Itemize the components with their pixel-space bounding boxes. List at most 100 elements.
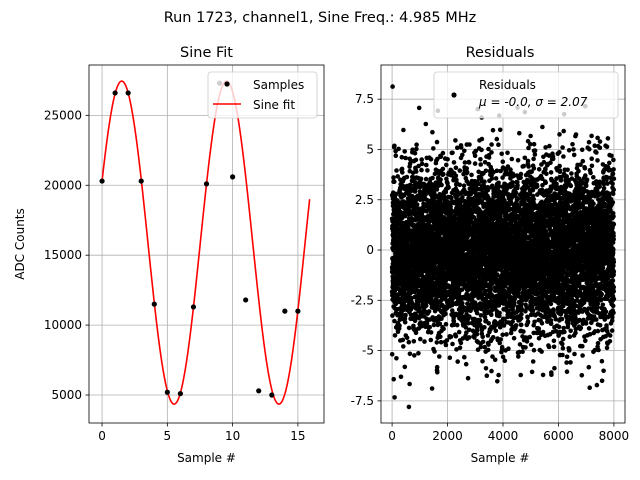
residual-point (394, 356, 399, 361)
residual-point (447, 355, 453, 361)
residual-point (434, 139, 440, 145)
residual-point (515, 158, 521, 163)
residual-point (428, 337, 434, 343)
sine-fit-curve (101, 80, 311, 405)
sample-point (282, 308, 288, 314)
residual-point (477, 317, 483, 323)
residual-point (453, 165, 459, 171)
residual-point (489, 312, 494, 318)
residual-point (451, 160, 457, 165)
residual-point (497, 127, 503, 133)
residual-point (518, 315, 524, 321)
residual-point (500, 159, 506, 164)
residual-point (454, 322, 460, 328)
residual-point (393, 191, 399, 197)
sine-fit-title: Sine Fit (180, 45, 233, 61)
residual-point (432, 349, 437, 354)
residual-point (493, 328, 499, 334)
residual-point (416, 105, 422, 111)
residual-point (411, 339, 417, 344)
residual-point (403, 155, 408, 161)
residual-point (395, 174, 401, 179)
residual-point (444, 162, 449, 168)
residual-point (446, 185, 451, 190)
sine-fit-panel: Sine Fit 0 5 10 15500010000150002000025000 … (13, 45, 325, 465)
residual-point (485, 347, 491, 353)
sample-point (203, 181, 210, 187)
legend-sine-fit-label: Sine fit (253, 98, 295, 112)
residual-point (399, 154, 405, 160)
sine-fit-xtick-label: 5 (164, 429, 172, 443)
residual-point (408, 312, 414, 318)
residual-point (505, 150, 510, 156)
residual-point (478, 162, 484, 167)
residual-point (392, 318, 397, 324)
residual-point (511, 300, 517, 306)
sine-fit-frame (88, 64, 325, 424)
residual-point (414, 146, 419, 152)
residual-point (435, 370, 440, 375)
residual-point (423, 121, 429, 127)
residual-point (504, 332, 509, 337)
residual-point (515, 196, 521, 201)
sample-point (243, 297, 249, 303)
residual-point (391, 175, 396, 180)
residuals-points (389, 84, 617, 410)
residual-point (422, 339, 427, 344)
residual-point (489, 176, 495, 181)
residual-point (438, 339, 444, 345)
residual-point (484, 373, 490, 379)
residual-point (461, 183, 467, 188)
residual-point (467, 142, 472, 147)
residual-point (482, 179, 487, 184)
residual-point (510, 174, 516, 179)
residual-point (513, 190, 519, 196)
residual-point (480, 359, 485, 364)
residual-point (495, 379, 500, 384)
residual-point (429, 386, 435, 391)
residual-point (441, 171, 446, 177)
residual-point (413, 169, 419, 174)
residual-point (518, 322, 524, 328)
residual-point (406, 339, 412, 345)
residual-point (523, 345, 528, 350)
residual-point (464, 169, 470, 175)
residual-point (489, 142, 494, 147)
residual-point (483, 366, 489, 371)
residual-point (400, 170, 405, 175)
residual-point (458, 145, 464, 150)
residual-point (428, 157, 434, 162)
residual-point (443, 342, 449, 348)
residual-point (434, 340, 440, 345)
residual-point (479, 147, 484, 153)
sine-fit-ytick-label: 15000 (44, 248, 82, 262)
residual-point (472, 153, 478, 159)
residual-point (506, 346, 511, 352)
residual-point (404, 335, 410, 341)
residual-point (490, 335, 496, 340)
residual-point (513, 323, 519, 328)
sine-fit-plot-area (89, 65, 324, 423)
residual-point (407, 351, 413, 357)
residual-point (400, 337, 406, 343)
residual-point (401, 344, 406, 349)
residual-point (462, 148, 467, 154)
residual-point (499, 344, 505, 350)
residual-point (404, 174, 410, 180)
sample-point (112, 90, 118, 96)
residual-point (406, 404, 412, 410)
residual-point (453, 138, 458, 143)
residual-point (492, 357, 498, 363)
residual-point (521, 329, 526, 334)
sample-point (256, 388, 262, 394)
residual-point (411, 323, 416, 329)
residual-point (402, 149, 408, 154)
residual-point (515, 182, 520, 188)
residual-point (457, 168, 463, 173)
residual-point (392, 395, 397, 400)
residual-point (432, 308, 438, 314)
residual-point (440, 166, 446, 172)
sine-fit-line (101, 80, 311, 405)
residuals-panel: Residuals 0 2000 4000 6000 8000-7.5-5-2.502.… (351, 45, 630, 465)
